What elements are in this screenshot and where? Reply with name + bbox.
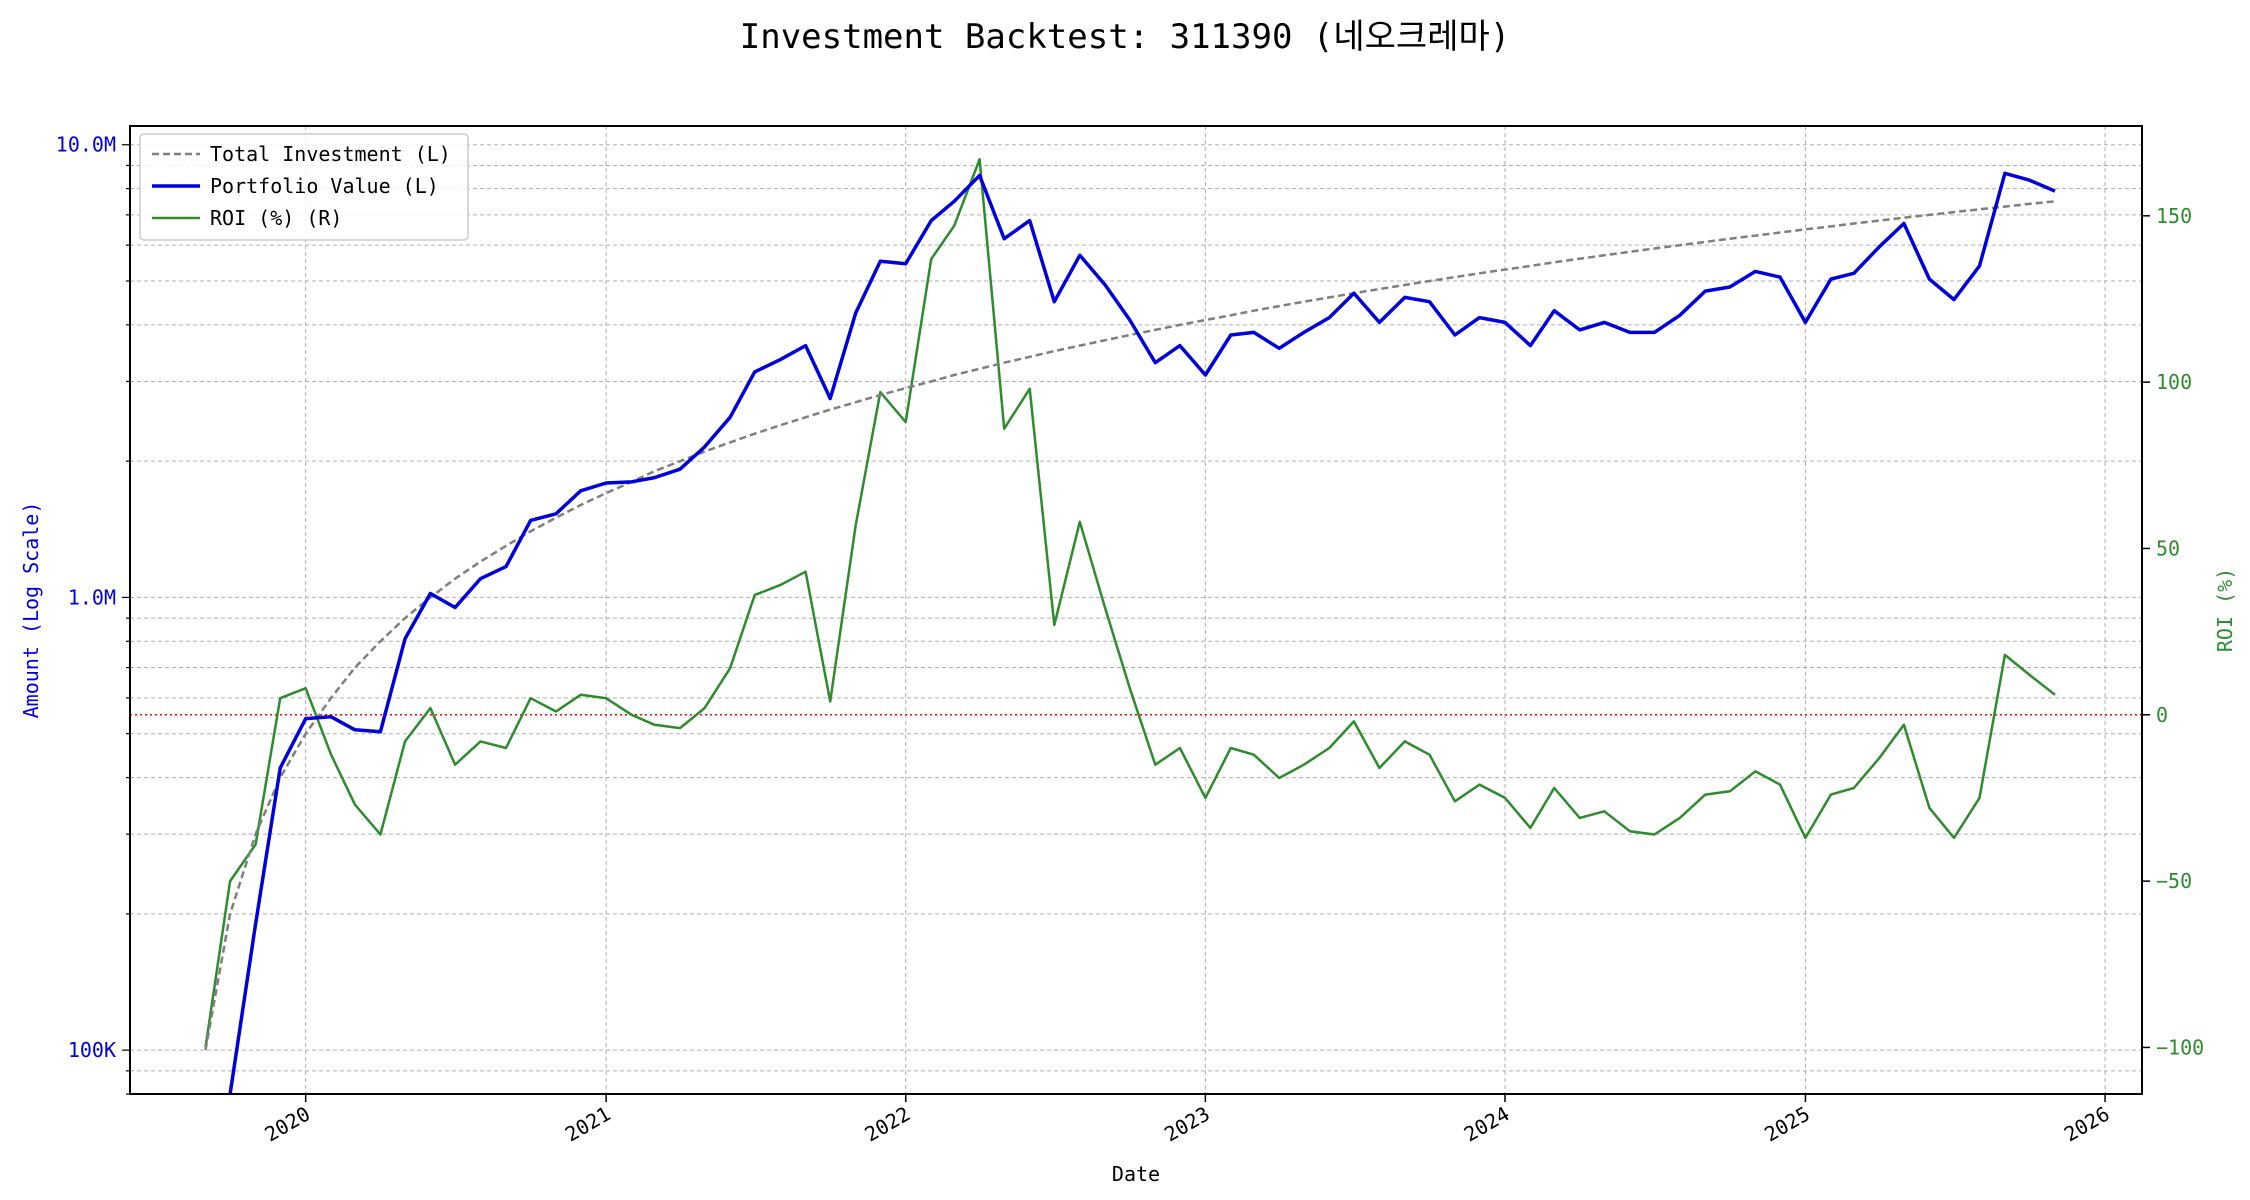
right-tick-label: −50 [2156,869,2192,893]
x-tick-label: 2026 [2060,1102,2114,1147]
legend-label-total-investment: Total Investment (L) [210,142,451,166]
left-tick-label: 100K [68,1038,116,1062]
x-tick-label: 2020 [260,1102,314,1147]
series-lines [204,158,2056,1095]
right-axis-ticks: −100 −50 0 50 100 150 [2142,204,2204,1059]
legend-label-portfolio-value: Portfolio Value (L) [210,174,439,198]
right-tick-label: 0 [2156,703,2168,727]
series-line-portfolio-value [228,171,2056,1095]
legend-label-roi: ROI (%) (R) [210,206,342,230]
series-line-roi [204,158,2056,1048]
right-tick-label: 50 [2156,536,2180,560]
x-axis-label: Date [1112,1162,1160,1186]
plot-frame [129,125,2143,1095]
left-axis-ticks: 100K 1.0M 10.0M [56,133,130,1095]
x-tick-label: 2021 [561,1102,615,1147]
legend: Total Investment (L) Portfolio Value (L)… [139,133,469,241]
right-axis-label: ROI (%) [2213,568,2237,652]
left-tick-label: 1.0M [68,585,116,609]
x-tick-label: 2025 [1760,1102,1814,1147]
right-tick-label: 100 [2156,370,2192,394]
series-line-total-investment [204,200,2056,1051]
left-tick-label: 10.0M [56,133,116,157]
x-tick-label: 2023 [1160,1102,1214,1147]
x-tick-label: 2022 [861,1102,915,1147]
grid [130,126,2142,1095]
left-axis-label: Amount (Log Scale) [19,502,43,719]
right-tick-label: 150 [2156,204,2192,228]
x-tick-label: 2024 [1460,1102,1514,1147]
x-axis-ticks: 2020 2021 2022 2023 2024 2025 2026 [260,1094,2114,1147]
right-tick-label: −100 [2156,1035,2204,1059]
chart-title: Investment Backtest: 311390 (네오크레마) [740,17,1511,57]
legend-box [139,133,469,241]
